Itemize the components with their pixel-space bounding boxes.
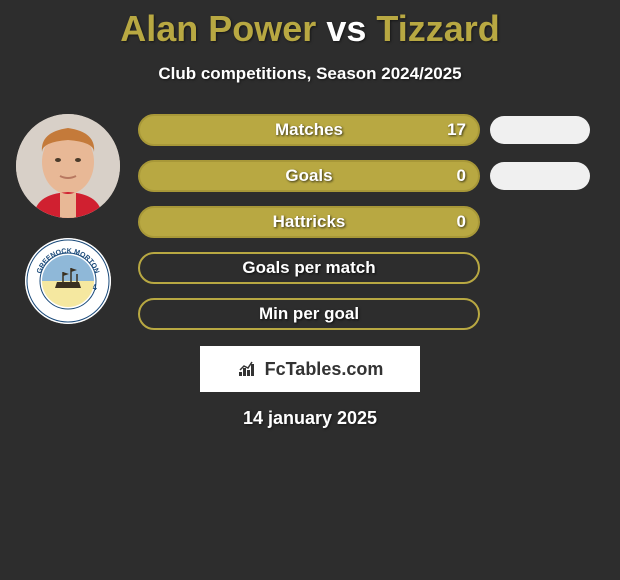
bar-label: Matches — [275, 120, 343, 140]
logo-text: FcTables.com — [265, 359, 384, 380]
player2-name: Tizzard — [376, 8, 499, 49]
player1-name: Alan Power — [120, 8, 316, 49]
stat-row-hattricks: Hattricks 0 — [138, 206, 480, 238]
main-content: GREENOCK MORTON FC 1874 Matches 17 — [0, 114, 620, 330]
vs-text: vs — [326, 8, 366, 49]
bar-min-per-goal: Min per goal — [138, 298, 480, 330]
bar-value: 0 — [457, 166, 466, 186]
bar-matches: Matches 17 — [138, 114, 480, 146]
stat-row-matches: Matches 17 — [138, 114, 480, 146]
comparison-title: Alan Power vs Tizzard — [0, 0, 620, 50]
stat-row-goals-per-match: Goals per match — [138, 252, 480, 284]
bar-goals-per-match: Goals per match — [138, 252, 480, 284]
site-logo: FcTables.com — [200, 346, 420, 392]
bar-value: 17 — [447, 120, 466, 140]
stat-row-min-per-goal: Min per goal — [138, 298, 480, 330]
bar-label: Goals — [285, 166, 332, 186]
stat-row-goals: Goals 0 — [138, 160, 480, 192]
stat-bars: Matches 17 Goals 0 Hattricks 0 Goals per… — [138, 114, 480, 330]
avatar-column: GREENOCK MORTON FC 1874 — [8, 114, 128, 324]
bar-hattricks: Hattricks 0 — [138, 206, 480, 238]
stat-pill — [490, 162, 590, 190]
bar-label: Min per goal — [259, 304, 359, 324]
subtitle: Club competitions, Season 2024/2025 — [0, 64, 620, 84]
right-pill-column — [490, 114, 610, 212]
stat-pill — [490, 116, 590, 144]
club-badge: GREENOCK MORTON FC 1874 — [25, 238, 111, 324]
chart-icon — [237, 360, 259, 378]
bar-label: Goals per match — [242, 258, 375, 278]
bar-label: Hattricks — [273, 212, 346, 232]
bar-value: 0 — [457, 212, 466, 232]
bar-goals: Goals 0 — [138, 160, 480, 192]
date-text: 14 january 2025 — [0, 408, 620, 429]
player-avatar — [16, 114, 120, 218]
